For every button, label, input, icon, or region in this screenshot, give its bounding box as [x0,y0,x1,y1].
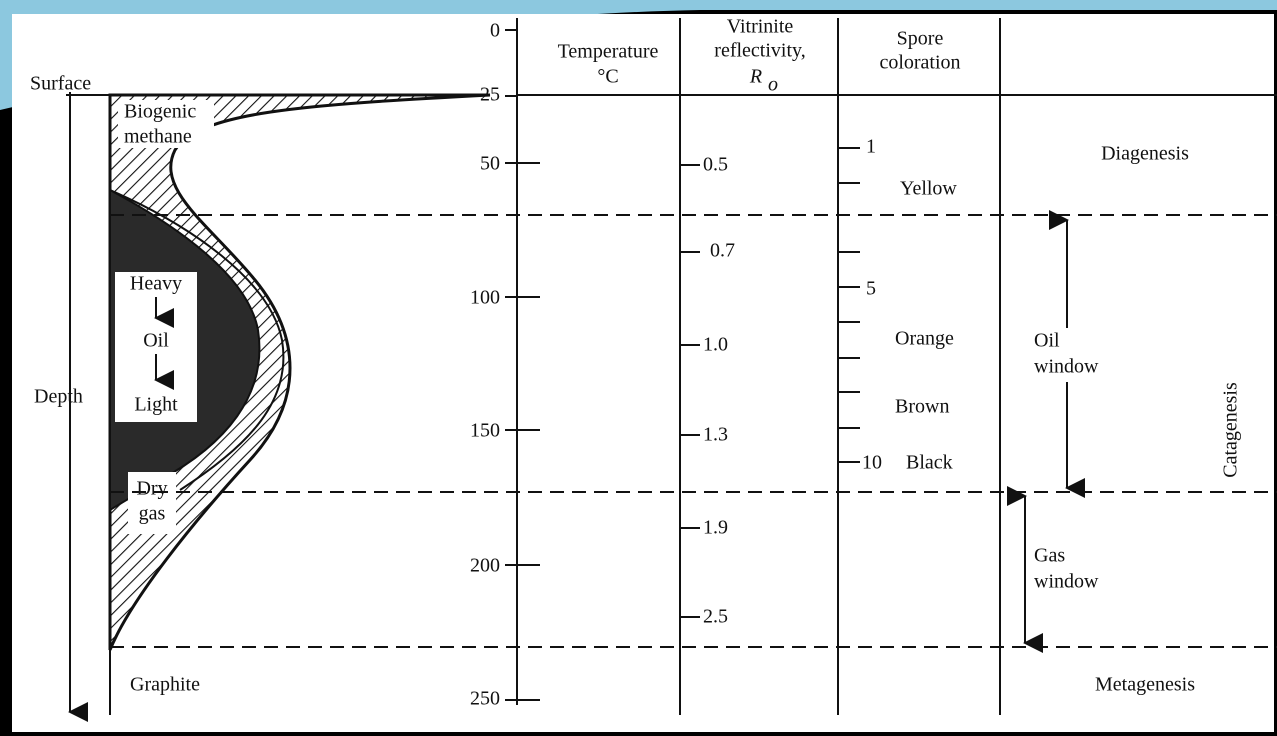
tick-label: 1 [866,136,876,158]
biogenic-label: methane [124,126,192,148]
tick-label: 200 [470,555,500,577]
column-header: °C [597,66,618,88]
stage-label: window [1034,356,1099,378]
oil-label: Heavy [130,273,182,295]
column-header: o [768,74,778,96]
column-header: reflectivity, [714,40,805,62]
tick-label: 10 [862,452,882,474]
gas-label: gas [139,503,166,525]
column-header: Spore [897,28,944,50]
tick-label: 1.3 [703,424,728,446]
tick-label: 150 [470,420,500,442]
tick-label: 0.5 [703,154,728,176]
stage-label: window [1034,571,1099,593]
diagram: Biogenic methane Heavy Oil Light Dry gas… [0,0,1277,736]
stage-label: Oil [1034,330,1060,352]
stage-label: Diagenesis [1101,143,1189,165]
biogenic-label: Biogenic [124,101,196,123]
tick-label: 0 [490,20,500,42]
oil-label: Oil [143,330,169,352]
tick-label: 1.0 [703,334,728,356]
column-header: R [749,66,762,88]
surface-label: Surface [30,73,91,95]
column-header: coloration [879,52,960,74]
spore-color: Brown [895,396,949,418]
stage-label: Gas [1034,545,1065,567]
stage-label: Metagenesis [1095,674,1195,696]
tick-label: 25 [480,84,500,106]
tick-label: 50 [480,153,500,175]
depth-label: Depth [34,386,83,408]
spore-color: Yellow [900,178,957,200]
oil-label: Light [134,394,178,416]
spore-color: Orange [895,328,954,350]
spore-color: Black [906,452,953,474]
tick-label: 100 [470,287,500,309]
tick-label: 250 [470,688,500,710]
column-header: Temperature [558,41,659,63]
column-header: Vitrinite [727,16,794,38]
tick-label: 0.7 [710,240,735,262]
tick-label: 1.9 [703,517,728,539]
graphite-label: Graphite [130,674,200,696]
stage-label: Catagenesis [1220,382,1242,478]
gas-label: Dry [136,478,167,500]
tick-label: 2.5 [703,606,728,628]
tick-label: 5 [866,278,876,300]
